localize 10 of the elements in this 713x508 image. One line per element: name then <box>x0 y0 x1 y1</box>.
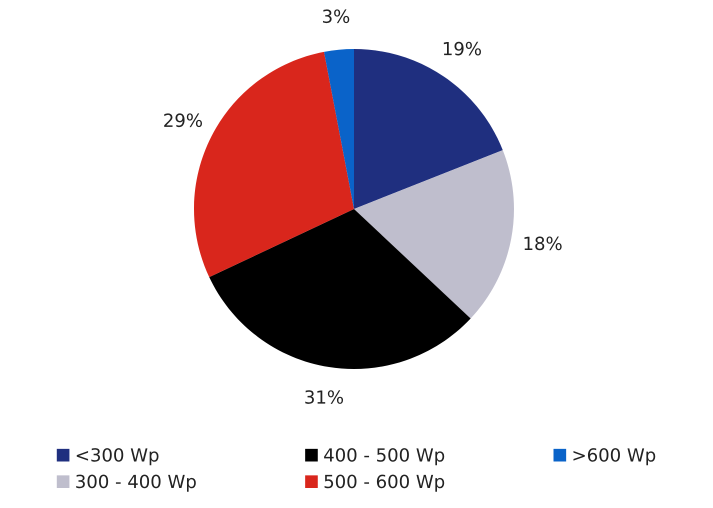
legend-label: 300 - 400 Wp <box>76 474 196 492</box>
data-label: 3% <box>322 9 350 24</box>
legend-label: <300 Wp <box>76 448 159 466</box>
data-label: 18% <box>524 236 562 250</box>
legend-label: 400 - 500 Wp <box>324 448 444 466</box>
legend-label: >600 Wp <box>573 448 656 466</box>
legend-label: 500 - 600 Wp <box>324 474 444 492</box>
data-label: 29% <box>164 113 202 128</box>
data-label: 19% <box>444 42 481 56</box>
data-label: 31% <box>305 390 344 404</box>
